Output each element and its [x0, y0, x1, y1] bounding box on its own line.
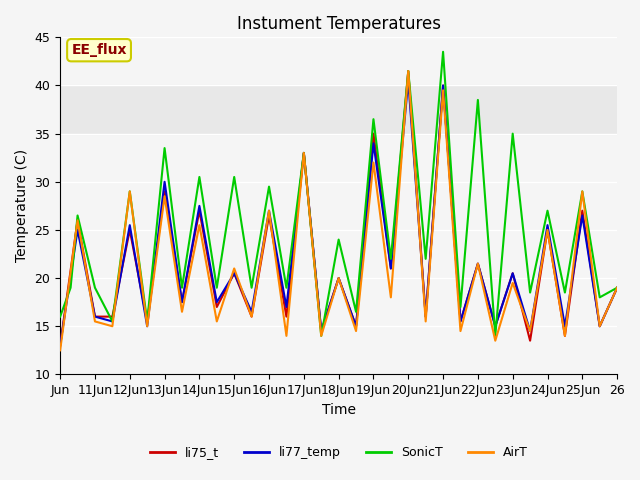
Bar	[60, 85, 617, 133]
Title: Instument Temperatures: Instument Temperatures	[237, 15, 440, 33]
Y-axis label: Temperature (C): Temperature (C)	[15, 149, 29, 263]
X-axis label: Time: Time	[322, 403, 356, 417]
Text: EE_flux: EE_flux	[71, 43, 127, 57]
Legend: li75_t, li77_temp, SonicT, AirT: li75_t, li77_temp, SonicT, AirT	[145, 441, 532, 464]
